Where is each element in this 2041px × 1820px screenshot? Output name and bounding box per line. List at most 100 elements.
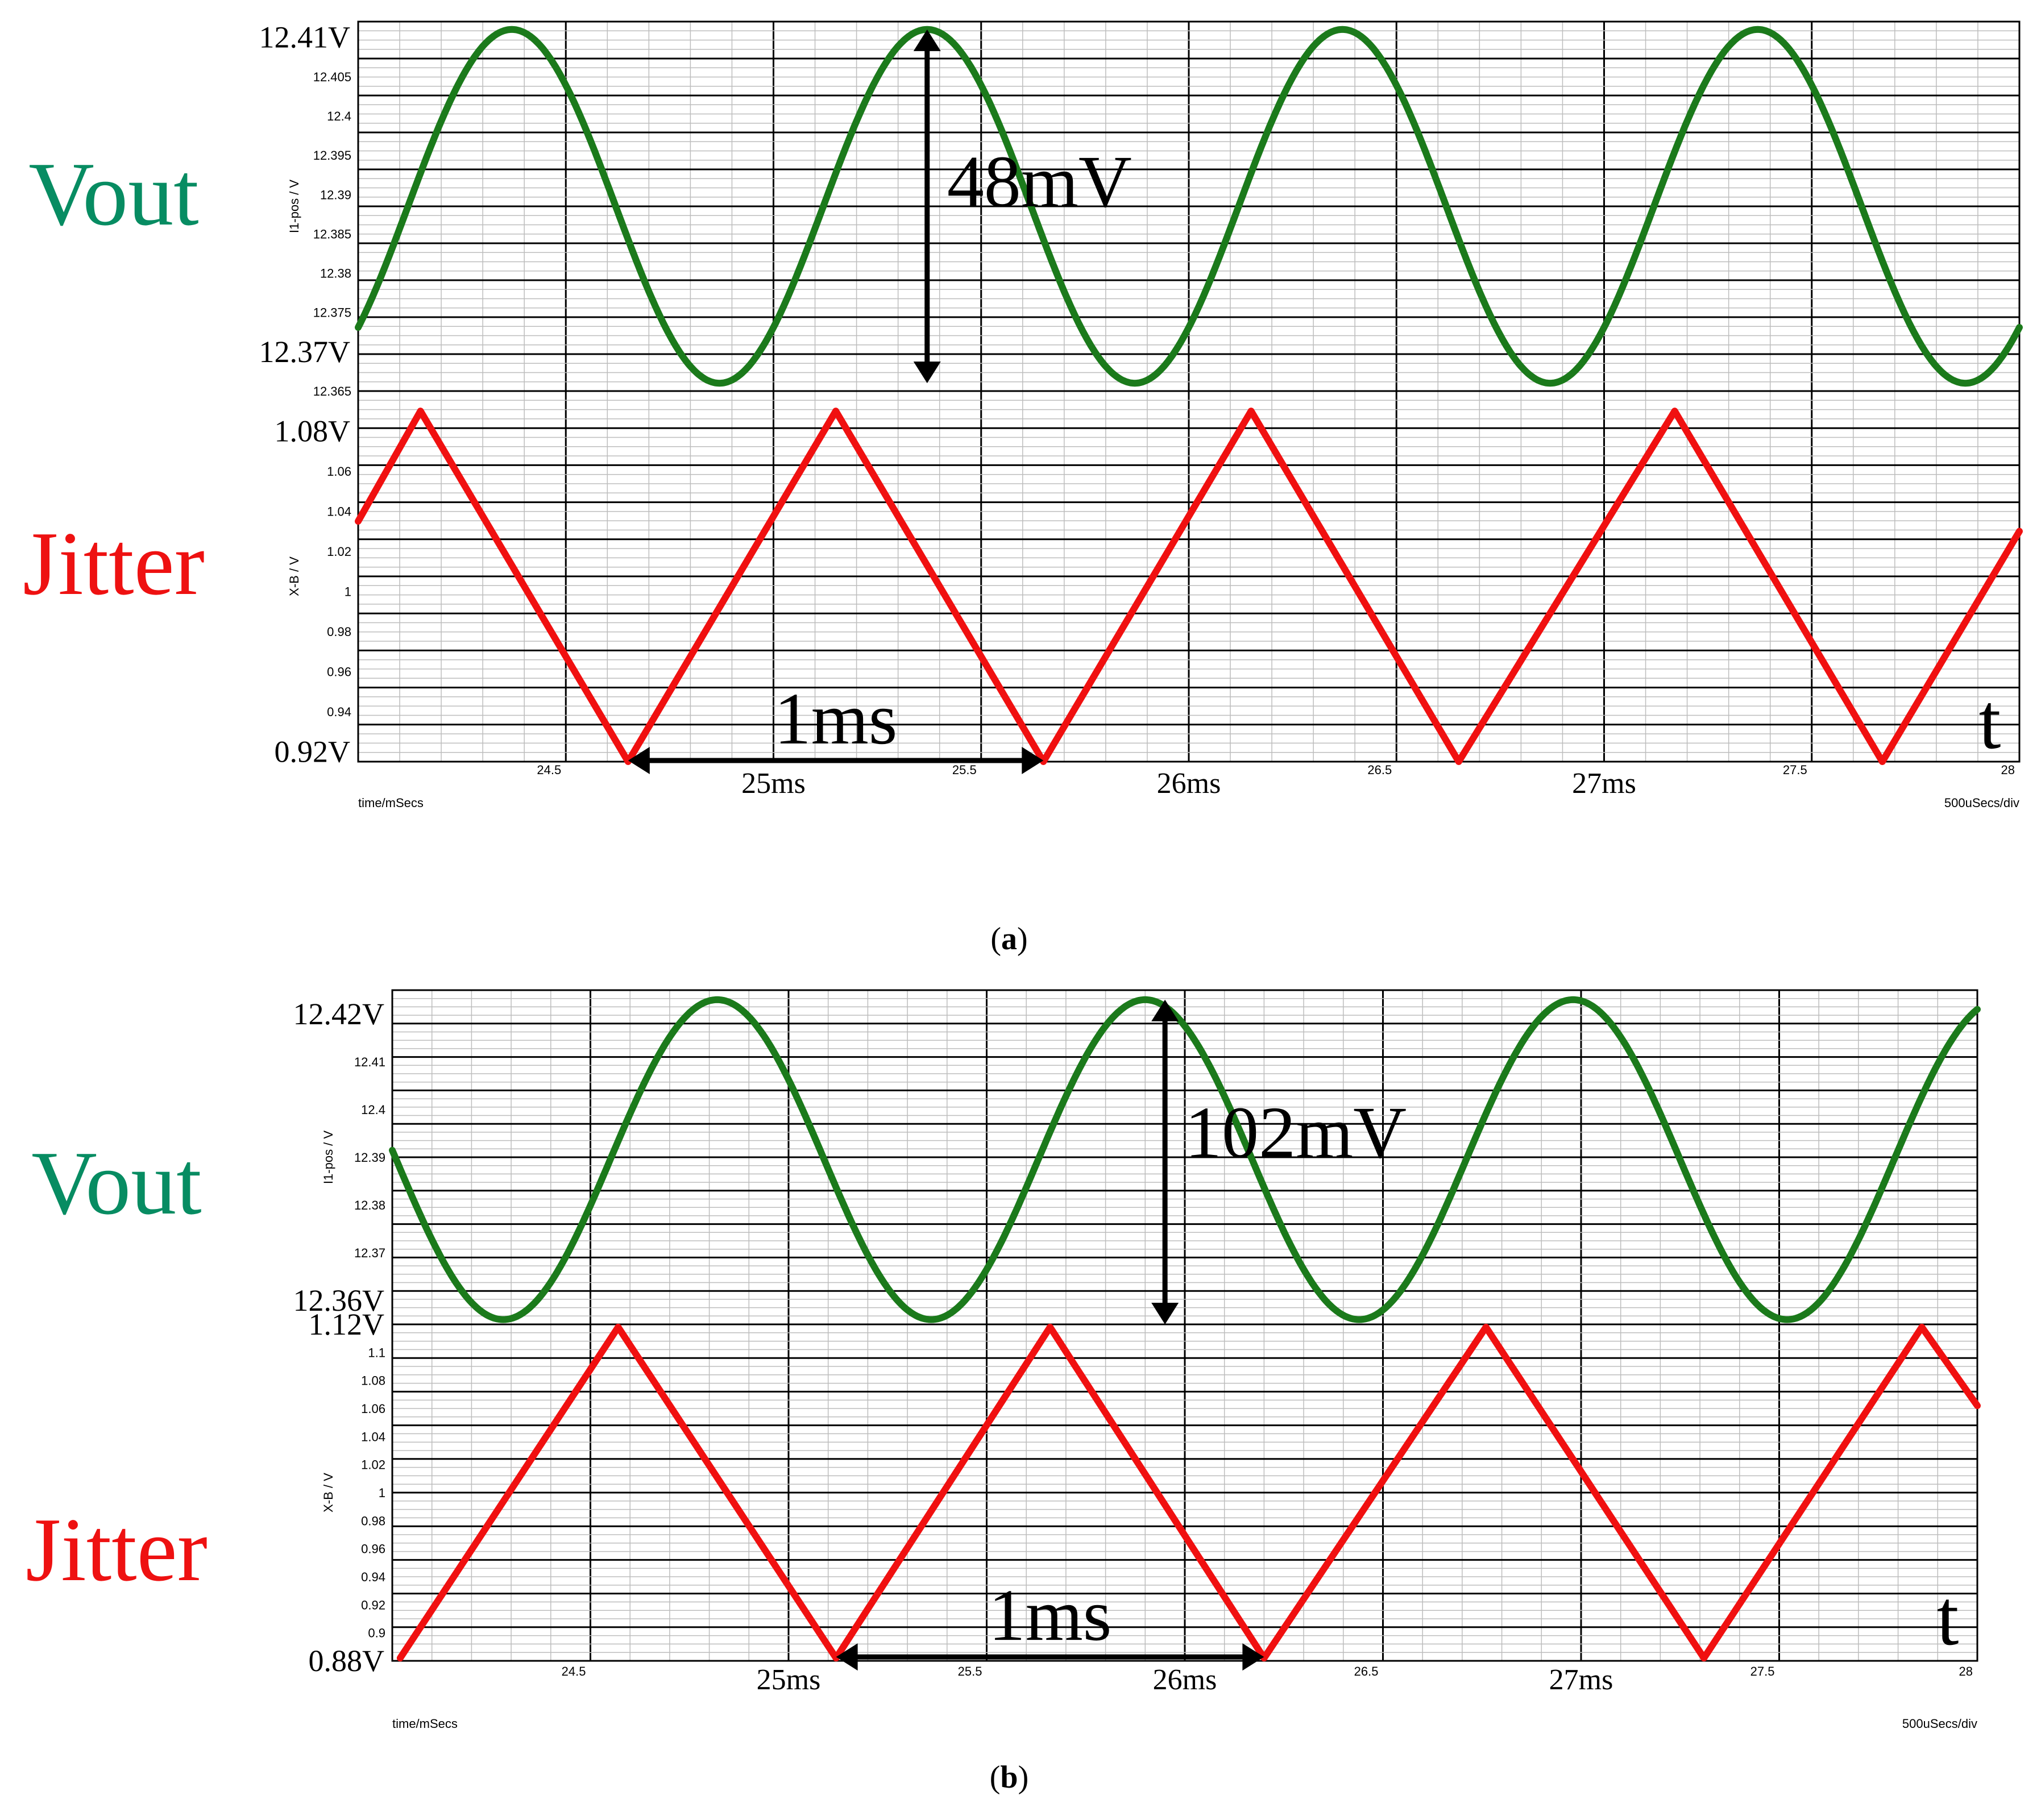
- x-big-label: 25ms: [757, 1664, 821, 1696]
- amplitude-arrow-head: [1151, 1303, 1179, 1324]
- period-label: 1ms: [774, 678, 898, 760]
- y-big-label: 1.08V: [275, 414, 351, 448]
- x-tick-label: 25.5: [958, 1664, 982, 1678]
- jitter-side-label: Jitter: [26, 1499, 208, 1600]
- y-tick-label: 12.375: [313, 306, 351, 320]
- y-big-label: 0.88V: [309, 1644, 385, 1678]
- y-tick-label: 1.02: [361, 1458, 385, 1472]
- y-tick-label: 0.9: [368, 1626, 385, 1640]
- t-label: t: [1979, 678, 2001, 766]
- y-tick-label: 1.06: [327, 464, 351, 479]
- amplitude-annotation: 48mV: [913, 29, 1132, 384]
- y-big-label: 12.37V: [259, 335, 351, 369]
- y-tick-label: 0.96: [361, 1542, 385, 1556]
- y-big-label: 12.41V: [259, 20, 351, 55]
- period-annotation: 1ms: [628, 678, 1044, 774]
- x-tick-label: 28: [1959, 1664, 1973, 1678]
- x-unit-label: time/mSecs: [392, 1717, 458, 1731]
- grid: [357, 20, 2021, 392]
- y-tick-label: 0.92: [361, 1598, 385, 1612]
- period-label: 1ms: [989, 1574, 1112, 1656]
- y-tick-label: 12.405: [313, 70, 351, 84]
- x-div-label: 500uSecs/div: [1902, 1717, 1977, 1731]
- y-axis-label: I1-pos / V: [321, 1131, 335, 1184]
- plot-frame: [391, 1323, 1978, 1662]
- chart-panel-a: 12.40512.412.39512.3912.38512.3812.37512…: [23, 20, 2023, 957]
- jitter-series-line: [396, 1323, 1981, 1662]
- x-tick-label: 24.5: [537, 763, 561, 777]
- period-arrow-head: [628, 747, 650, 774]
- y-tick-label: 0.96: [327, 664, 351, 679]
- y-tick-label: 12.365: [313, 384, 351, 398]
- x-div-label: 500uSecs/div: [1944, 796, 2019, 810]
- x-big-label: 27ms: [1549, 1664, 1613, 1696]
- vout-series-line: [355, 26, 2023, 387]
- amplitude-arrow-head: [1151, 999, 1179, 1021]
- x-big-label: 27ms: [1572, 767, 1636, 800]
- panel-caption: (a): [990, 921, 1027, 957]
- y-tick-label: 1.08: [361, 1374, 385, 1388]
- amplitude-annotation: 102mV: [1151, 999, 1407, 1324]
- x-unit-label: time/mSecs: [358, 796, 424, 810]
- amplitude-arrow-head: [913, 29, 941, 51]
- panel-caption: (b): [990, 1760, 1028, 1795]
- subplot-jitter: 1.1 1.08 1.06 1.04 1.02 1 0.98 0.96 0.94 0.92 0.9 1…: [26, 1307, 1981, 1678]
- y-axis-label: X-B / V: [321, 1473, 335, 1512]
- t-label: t: [1937, 1574, 1959, 1662]
- y-tick-label: 1.04: [361, 1430, 385, 1444]
- x-tick-label: 24.5: [562, 1664, 586, 1678]
- y-big-label: 1.12V: [309, 1307, 385, 1341]
- y-big-label: 0.92V: [275, 734, 351, 768]
- period-arrow-head: [836, 1643, 858, 1671]
- subplot-jitter: 1.06 1.04 1.02 1 0.98 0.96 0.94 1.08V 0.92V X-B /…: [23, 390, 2023, 774]
- y-tick-label: 12.4: [361, 1103, 385, 1117]
- amplitude-label: 48mV: [947, 141, 1132, 223]
- y-tick-label: 1.06: [361, 1402, 385, 1416]
- y-tick-label: 0.98: [327, 625, 351, 639]
- x-axis: 24.5 25.5 26.5 27.5 28 25ms 26ms 27ms time/mSecs…: [392, 1664, 1977, 1731]
- y-tick-label: 12.395: [313, 148, 351, 163]
- y-tick-label: 12.39: [354, 1150, 385, 1165]
- y-axis-label: X-B / V: [287, 556, 301, 596]
- x-tick-label: 26.5: [1367, 763, 1392, 777]
- x-tick-label: 28: [2001, 763, 2015, 777]
- x-tick-label: 25.5: [952, 763, 977, 777]
- y-tick-label: 1: [345, 584, 351, 599]
- subplot-vout: 12.41 12.4 12.39 12.38 12.37 12.42V 12.36V I1-p…: [31, 989, 1981, 1325]
- grid: [391, 1323, 1978, 1662]
- y-tick-label: 1.04: [327, 504, 351, 518]
- period-arrow-head: [1242, 1643, 1264, 1671]
- y-tick-label: 12.39: [320, 188, 351, 202]
- y-big-label: 12.36V: [293, 1283, 385, 1318]
- amplitude-label: 102mV: [1185, 1092, 1407, 1174]
- y-tick-label: 12.4: [327, 109, 351, 123]
- y-tick-label: 12.38: [320, 267, 351, 281]
- vout-side-label: Vout: [28, 143, 198, 244]
- y-tick-label: 12.385: [313, 227, 351, 241]
- vout-side-label: Vout: [31, 1132, 201, 1233]
- jitter-series-line: [355, 408, 2023, 765]
- amplitude-arrow-head: [913, 361, 941, 384]
- chart-panel-b: 12.41 12.4 12.39 12.38 12.37 12.42V 12.36V I1-p…: [26, 989, 1981, 1795]
- x-tick-label: 26.5: [1354, 1664, 1379, 1678]
- x-big-label: 26ms: [1153, 1664, 1217, 1696]
- y-axis-label: I1-pos / V: [287, 180, 301, 233]
- y-tick-label: 0.98: [361, 1514, 385, 1528]
- subplot-vout: 12.405 12.4 12.395 12.39 12.385 12.38 12.375 12…: [28, 20, 2023, 398]
- period-annotation: 1ms: [836, 1574, 1264, 1671]
- period-arrow-head: [1022, 747, 1044, 774]
- y-tick-label: 12.38: [354, 1198, 385, 1212]
- x-axis: 24.5 25.5 26.5 27.5 28 25ms 26ms 27ms time/mSecs…: [358, 763, 2019, 810]
- grid: [357, 390, 2021, 763]
- y-tick-label: 1: [379, 1486, 385, 1500]
- y-tick-label: 12.37: [354, 1246, 385, 1260]
- y-tick-label: 0.94: [327, 705, 351, 719]
- y-big-label: 12.42V: [293, 997, 385, 1031]
- plot-frame: [357, 390, 2021, 763]
- x-big-label: 26ms: [1157, 767, 1221, 800]
- x-big-label: 25ms: [741, 767, 806, 800]
- jitter-side-label: Jitter: [23, 513, 205, 614]
- x-tick-label: 27.5: [1750, 1664, 1775, 1678]
- y-tick-label: 12.41: [354, 1055, 385, 1069]
